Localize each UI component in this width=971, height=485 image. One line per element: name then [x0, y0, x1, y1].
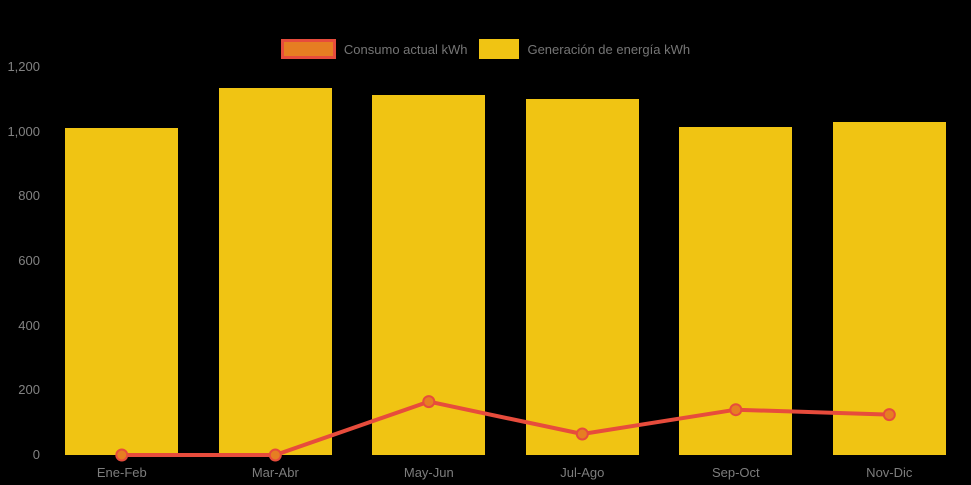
x-label-ene-feb: Ene-Feb [96, 465, 147, 480]
plot-area [45, 67, 966, 462]
y-tick-400: 400 [18, 317, 40, 333]
line-point-may-jun[interactable] [422, 395, 436, 409]
bar-ene-feb[interactable] [65, 128, 179, 455]
line-point-jul-ago[interactable] [575, 427, 589, 441]
line-point-sep-oct[interactable] [729, 403, 743, 417]
x-label-sep-oct: Sep-Oct [711, 465, 760, 480]
bar-jul-ago[interactable] [525, 99, 639, 455]
x-label-nov-dic: Nov-Dic [866, 465, 913, 480]
legend-item-consumo[interactable]: Consumo actual kWh [280, 39, 468, 59]
generacion-bar-swatch-icon [479, 39, 520, 59]
line-point-ene-feb[interactable] [115, 448, 129, 462]
x-label-jul-ago: Jul-Ago [560, 465, 605, 480]
bar-mar-abr[interactable] [218, 88, 332, 455]
line-series [115, 395, 896, 462]
y-tick-600: 600 [18, 253, 40, 268]
x-label-mar-abr: Mar-Abr [251, 465, 299, 480]
line-point-mar-abr[interactable] [268, 448, 282, 462]
y-tick-0: 0 [32, 447, 40, 462]
bar-nov-dic[interactable] [832, 122, 946, 455]
legend-item-generacion[interactable]: Generación de energía kWh [479, 39, 690, 59]
y-tick-200: 200 [18, 382, 40, 398]
y-tick-800: 800 [18, 188, 40, 204]
y-axis: 0 200 400 600 800 1,000 1,200 [0, 59, 40, 462]
consumo-line-path [121, 399, 890, 457]
line-point-nov-dic[interactable] [882, 408, 896, 422]
y-tick-1200: 1,200 [7, 59, 40, 74]
consumo-line-swatch-icon [280, 39, 336, 59]
x-label-may-jun: May-Jun [403, 465, 454, 480]
y-tick-1000: 1,000 [7, 123, 40, 139]
x-axis: Ene-Feb Mar-Abr May-Jun Jul-Ago Sep-Oct Nov-D… [45, 455, 966, 485]
legend-label-consumo: Consumo actual kWh [343, 41, 468, 57]
bar-may-jun[interactable] [372, 94, 486, 455]
legend: Consumo actual kWh Generación de energía… [0, 39, 971, 59]
legend-label-generacion: Generación de energía kWh [527, 41, 691, 57]
bar-sep-oct[interactable] [679, 126, 793, 455]
